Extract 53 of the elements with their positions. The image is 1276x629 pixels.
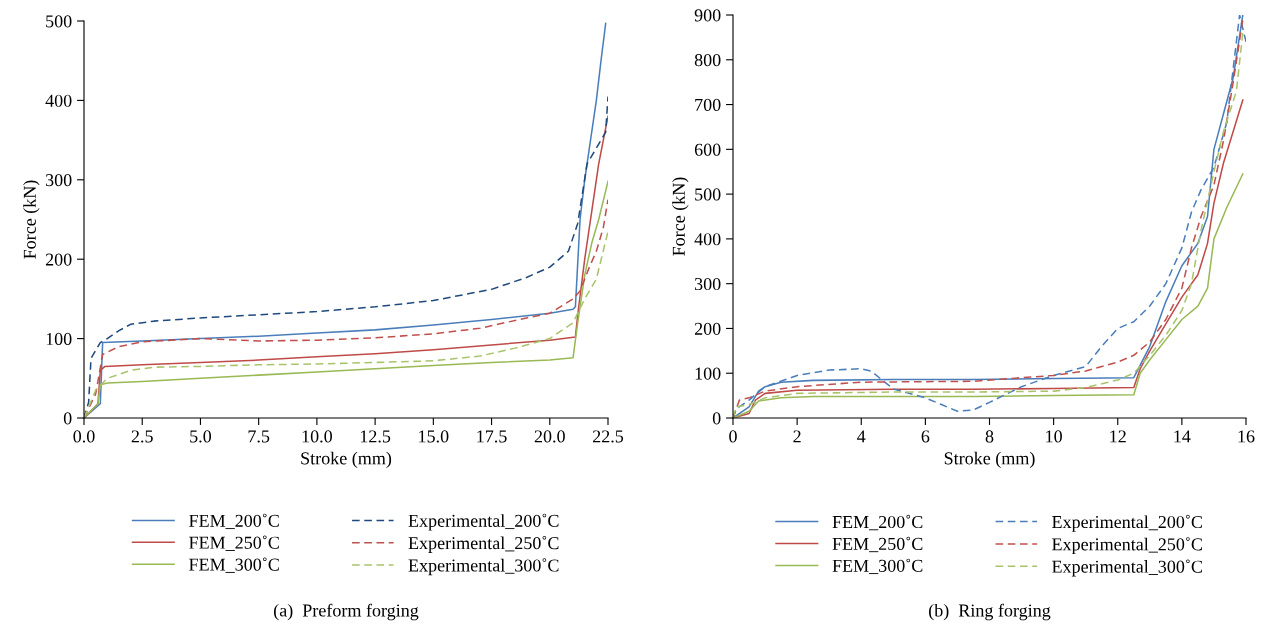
y-tick-label: 0 xyxy=(63,412,72,425)
y-tick-label: 500 xyxy=(695,188,721,201)
y-tick-label: 100 xyxy=(695,367,721,380)
x-axis-title: Stroke (mm) xyxy=(944,451,1035,469)
x-tick-label: 7.5 xyxy=(248,430,270,443)
x-tick-label: 14 xyxy=(1174,430,1191,443)
x-tick-label: 22.5 xyxy=(592,430,624,443)
y-tick-label: 0 xyxy=(712,412,721,425)
y-tick-label: 500 xyxy=(46,15,72,28)
x-tick-label: 12.5 xyxy=(360,430,391,443)
y-tick-label: 200 xyxy=(45,253,72,266)
y-tick-label: 900 xyxy=(694,9,721,22)
legend-label: Experimental_200˚C xyxy=(1052,514,1202,532)
legend-label: Experimental_200˚C xyxy=(408,513,559,531)
x-tick-label: 12 xyxy=(1110,430,1126,443)
y-tick-label: 600 xyxy=(694,143,721,156)
x-tick-label: 10 xyxy=(1046,430,1062,443)
legend-label: FEM_300˚C xyxy=(832,558,923,575)
y-tick-label: 700 xyxy=(695,98,721,111)
legend-label: Experimental_300˚C xyxy=(408,558,559,576)
x-tick-label: 6 xyxy=(921,430,930,443)
legend-label: Experimental_250˚C xyxy=(1052,537,1202,555)
legend-label: Experimental_250˚C xyxy=(408,535,559,553)
x-axis-title: Stroke (mm) xyxy=(301,451,392,469)
x-tick-label: 16 xyxy=(1238,430,1255,443)
legend-label: FEM_250˚C xyxy=(189,535,279,551)
y-axis-title: Force (kN) xyxy=(23,180,40,259)
y-axis-title: Force (kN) xyxy=(672,177,689,256)
x-tick-label: 2 xyxy=(793,430,801,443)
y-tick-label: 400 xyxy=(45,94,72,107)
y-tick-label: 300 xyxy=(694,277,721,291)
y-tick-label: 100 xyxy=(46,332,72,346)
text: (b) Ring forging xyxy=(929,603,1051,621)
x-tick-label: 5.0 xyxy=(190,430,212,443)
x-tick-label: 20.0 xyxy=(534,430,565,443)
legend-label: Experimental_300˚C xyxy=(1052,559,1202,577)
legend-label: FEM_200˚C xyxy=(189,513,279,530)
legend-label: FEM_200˚C xyxy=(832,514,923,531)
legend-label: FEM_300˚C xyxy=(189,557,279,573)
x-tick-label: 10.0 xyxy=(302,430,332,443)
x-tick-label: 4 xyxy=(857,430,866,443)
x-tick-label: 0.0 xyxy=(73,430,95,443)
x-tick-label: 17.5 xyxy=(477,430,507,443)
x-tick-label: 0 xyxy=(729,430,737,443)
y-tick-label: 300 xyxy=(45,174,72,187)
x-tick-label: 8 xyxy=(985,430,994,443)
y-tick-label: 400 xyxy=(694,233,721,246)
y-tick-label: 200 xyxy=(694,322,721,335)
legend-label: FEM_250˚C xyxy=(832,536,923,553)
y-tick-label: 800 xyxy=(694,54,721,67)
text: (a) Preform forging xyxy=(274,603,419,621)
x-tick-label: 2.5 xyxy=(131,430,153,443)
x-tick-label: 15.0 xyxy=(419,430,449,443)
